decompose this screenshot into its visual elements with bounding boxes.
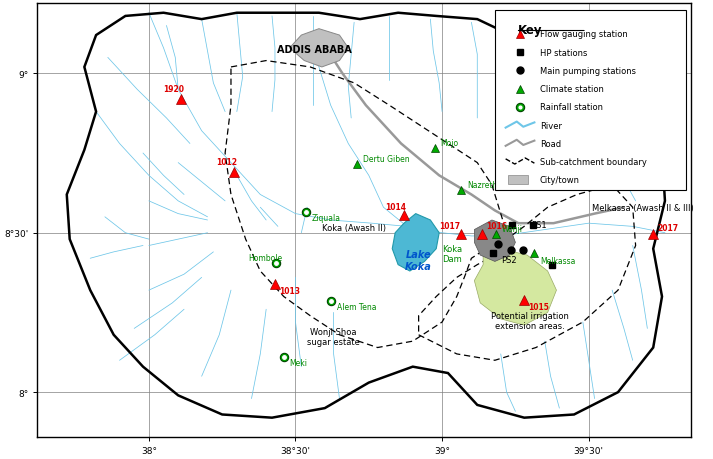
Text: Wonji Shoa
sugar estate: Wonji Shoa sugar estate (307, 327, 360, 346)
Text: 1015: 1015 (528, 302, 550, 312)
Text: 1013: 1013 (279, 287, 300, 296)
Text: Nazreth: Nazreth (467, 180, 498, 189)
Text: Potential irrigation
extension areas.: Potential irrigation extension areas. (491, 311, 569, 330)
Text: Hombole: Hombole (249, 253, 282, 262)
Text: HP stations: HP stations (540, 49, 587, 57)
Polygon shape (474, 220, 515, 262)
Text: 2017: 2017 (657, 223, 679, 232)
Text: 1014: 1014 (385, 202, 406, 211)
Text: Flow gauging station: Flow gauging station (540, 30, 627, 39)
Text: PS2: PS2 (501, 256, 516, 265)
Text: Melkassa (Awash II & III): Melkassa (Awash II & III) (592, 204, 693, 213)
FancyBboxPatch shape (495, 11, 686, 190)
Text: Road: Road (540, 140, 560, 148)
Text: Key: Key (518, 23, 543, 37)
Text: Rainfall station: Rainfall station (540, 103, 602, 112)
Text: PS1: PS1 (531, 221, 547, 230)
Text: 1920: 1920 (163, 84, 185, 94)
Text: Dertu Giben: Dertu Giben (363, 155, 409, 164)
Text: Wonji: Wonji (502, 224, 523, 234)
Text: Ziquala: Ziquala (312, 213, 341, 223)
Text: 1012: 1012 (216, 158, 237, 167)
Text: Alem Tena: Alem Tena (337, 302, 376, 312)
Text: Melkassa: Melkassa (540, 257, 575, 265)
Polygon shape (474, 249, 556, 325)
Polygon shape (289, 30, 348, 68)
Text: Koka (Awash II): Koka (Awash II) (322, 224, 386, 233)
Text: ADDIS ABABA: ADDIS ABABA (277, 45, 352, 55)
Text: Sub-catchment boundary: Sub-catchment boundary (540, 157, 647, 167)
FancyBboxPatch shape (508, 176, 528, 185)
Text: Mojo: Mojo (441, 139, 458, 148)
Text: Koka
Dam: Koka Dam (442, 244, 463, 263)
Text: 1016: 1016 (486, 222, 507, 230)
Text: Meki: Meki (289, 358, 307, 367)
Text: Climate station: Climate station (540, 85, 603, 94)
Polygon shape (392, 214, 439, 271)
Text: 1017: 1017 (439, 222, 461, 230)
Text: Lake
Koka: Lake Koka (405, 250, 432, 271)
Text: River: River (540, 121, 562, 130)
Text: City/town: City/town (540, 176, 580, 185)
Text: Main pumping stations: Main pumping stations (540, 67, 635, 76)
